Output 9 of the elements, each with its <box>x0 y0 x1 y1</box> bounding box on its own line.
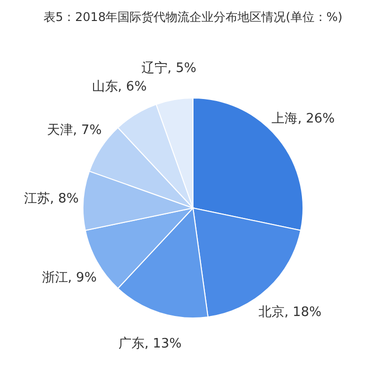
slice-label: 浙江, 9% <box>42 270 97 286</box>
slice-label: 山东, 6% <box>92 80 147 95</box>
slice-label: 辽宁, 5% <box>141 60 196 76</box>
slice-label: 广东, 13% <box>118 336 182 352</box>
slice-label: 天津, 7% <box>46 123 102 138</box>
slice-label: 上海, 26% <box>272 111 335 126</box>
slice-label: 北京, 18% <box>258 304 322 320</box>
chart-title: 表5：2018年国际货代物流企业分布地区情况(单位：%) <box>44 10 342 24</box>
slice-label: 江苏, 8% <box>24 191 79 206</box>
